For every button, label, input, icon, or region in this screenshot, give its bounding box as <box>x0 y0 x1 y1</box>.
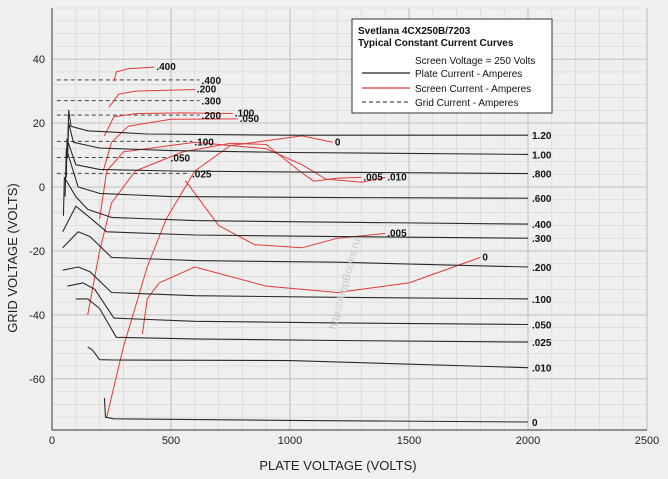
screen-current-curve <box>102 118 238 172</box>
curve-labels: .400.300.200.100.050.025.400.200.100.050… <box>156 62 552 429</box>
grid-current-label: .400 <box>202 76 222 87</box>
plate-current-curve <box>62 266 529 300</box>
screen-current-label: 0 <box>482 252 488 263</box>
plate-current-label: .025 <box>532 338 552 349</box>
grid-current-label: .100 <box>194 137 214 148</box>
x-tick-label: 0 <box>49 435 55 447</box>
screen-current-label: .200 <box>197 85 217 96</box>
y-tick-label: -20 <box>29 246 45 258</box>
screen-current-curve <box>108 89 195 108</box>
y-tick-label: 0 <box>39 182 45 194</box>
plate-current-label: .200 <box>532 263 552 274</box>
legend: Svetlana 4CX250B/7203 Typical Constant C… <box>351 18 553 114</box>
y-tick-label: 20 <box>33 118 45 130</box>
screen-current-label: .050 <box>240 114 260 125</box>
x-tick-label: 2000 <box>516 435 540 447</box>
legend-screen-current: Screen Current - Amperes <box>415 84 531 95</box>
grid-current-label: .300 <box>202 97 222 108</box>
plate-current-curve <box>66 122 529 159</box>
screen-current-curve <box>87 142 362 315</box>
plate-current-label: .050 <box>532 321 552 332</box>
plate-current-label: .100 <box>532 295 552 306</box>
x-tick-label: 2500 <box>635 435 659 447</box>
screen-current-label: .400 <box>156 62 176 73</box>
plate-current-curve <box>103 397 529 423</box>
legend-screen-voltage: Screen Voltage = 250 Volts <box>415 56 535 67</box>
grid-lines <box>51 7 648 431</box>
grid-current-label: .025 <box>192 169 212 180</box>
screen-current-curve <box>99 141 386 220</box>
grid-current-label: .200 <box>202 111 222 122</box>
plate-current-curve <box>62 205 529 239</box>
x-tick-label: 1000 <box>278 435 302 447</box>
plate-current-curve <box>87 346 529 369</box>
y-axis-label: GRID VOLTAGE (VOLTS) <box>5 183 20 333</box>
plate-current-label: .400 <box>532 220 552 231</box>
screen-current-label: 0 <box>335 137 341 148</box>
screen-current-label: .100 <box>235 109 255 120</box>
screen-current-curves <box>87 66 481 418</box>
y-tick-label: 40 <box>33 54 45 66</box>
axes: 0 500 1000 1500 2000 2500 40 20 0 -20 -40 -60 <box>29 8 659 447</box>
screen-current-curve <box>113 66 155 82</box>
screen-current-curve <box>184 180 386 249</box>
screen-current-curve <box>106 135 333 418</box>
x-axis-label: PLATE VOLTAGE (VOLTS) <box>259 458 416 473</box>
plate-current-curves <box>62 109 529 423</box>
screen-current-label: .010 <box>387 172 407 183</box>
plate-current-label: 0 <box>532 418 538 429</box>
plate-current-label: 1.00 <box>532 150 552 161</box>
plate-current-curve <box>66 109 528 152</box>
plate-current-label: .800 <box>532 170 552 181</box>
plate-current-curve <box>64 148 529 199</box>
plate-current-label: 1.20 <box>532 131 552 142</box>
legend-box <box>351 18 553 114</box>
screen-current-curve <box>103 112 233 137</box>
x-tick-label: 1500 <box>397 435 421 447</box>
plate-current-label: .010 <box>532 364 552 375</box>
y-tick-label: -40 <box>29 310 45 322</box>
screen-current-label: .005 <box>363 172 383 183</box>
legend-title: Svetlana 4CX250B/7203 <box>358 26 471 37</box>
plate-current-curve <box>62 176 529 225</box>
plate-current-curve <box>67 282 529 326</box>
x-tick-label: 500 <box>162 435 180 447</box>
screen-current-label: .005 <box>387 228 407 239</box>
grid-current-curves <box>56 79 200 174</box>
plate-current-curve <box>65 138 529 178</box>
legend-plate-current: Plate Current - Amperes <box>415 69 522 80</box>
plate-current-label: .300 <box>532 234 552 245</box>
plate-current-label: .600 <box>532 194 552 205</box>
plate-current-curve <box>62 231 529 268</box>
plate-current-curve <box>75 298 529 343</box>
screen-current-curve <box>141 256 481 335</box>
grid-current-label: .050 <box>171 154 191 165</box>
legend-subtitle: Typical Constant Current Curves <box>358 38 514 49</box>
y-tick-label: -60 <box>29 374 45 386</box>
legend-grid-current: Grid Current - Amperes <box>415 98 518 109</box>
